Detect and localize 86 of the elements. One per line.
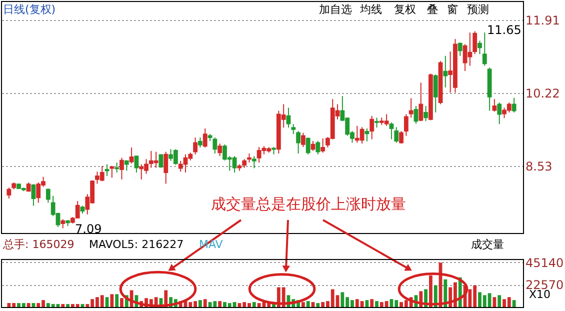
candlestick xyxy=(389,122,394,140)
candlestick xyxy=(310,140,316,152)
candlestick xyxy=(482,32,487,66)
bar xyxy=(512,300,516,307)
bar xyxy=(370,299,374,307)
candlestick xyxy=(198,137,202,148)
bar xyxy=(66,304,70,307)
candlestick xyxy=(364,128,370,142)
candlestick xyxy=(458,42,462,56)
chart-title: 日线(复权) xyxy=(3,3,56,16)
candlestick xyxy=(394,126,399,144)
candlestick xyxy=(193,137,198,155)
candlestick xyxy=(104,164,110,176)
bar xyxy=(110,294,114,307)
candlestick xyxy=(320,138,326,154)
candlestick xyxy=(399,130,404,144)
annotation: 加自选 xyxy=(319,3,352,16)
annotation: 叠 xyxy=(427,3,438,16)
y-tick-label: 8.53 xyxy=(526,160,552,174)
candlestick xyxy=(414,105,418,124)
bar xyxy=(316,303,320,307)
candlestick xyxy=(370,115,374,140)
bar xyxy=(61,304,65,307)
y-tick-label: 45140 xyxy=(526,256,564,270)
candlestick xyxy=(202,128,208,148)
annotation: 预测 xyxy=(467,3,489,16)
text: MAVOL5: 216227 xyxy=(89,238,184,251)
text: X10 xyxy=(529,288,551,301)
candlestick xyxy=(247,153,252,164)
bar xyxy=(115,294,119,307)
candlestick xyxy=(252,156,256,169)
candlestick xyxy=(114,162,120,174)
bar xyxy=(198,300,202,307)
candlestick xyxy=(316,140,320,155)
bar xyxy=(434,285,438,307)
candlestick xyxy=(478,40,482,55)
bar xyxy=(26,303,30,307)
text: 总手: 165029 xyxy=(2,238,74,251)
bar xyxy=(80,304,84,307)
bar xyxy=(492,297,496,307)
y-tick-label: 11.91 xyxy=(526,14,560,28)
annotation: 7.09 xyxy=(75,222,102,236)
bar xyxy=(498,295,502,307)
candlestick xyxy=(120,157,124,180)
bar xyxy=(444,279,448,307)
candlestick xyxy=(492,98,497,112)
candlestick xyxy=(374,117,379,128)
annotation: 成交量总是在股价上涨时放量 xyxy=(211,195,406,213)
annotation: 复权 xyxy=(394,3,416,16)
candlestick xyxy=(306,137,310,155)
candlestick xyxy=(31,184,36,206)
y-tick-label: 10.22 xyxy=(526,86,560,101)
bar xyxy=(105,297,109,307)
bar xyxy=(306,301,310,307)
candlestick xyxy=(300,132,306,148)
candlestick xyxy=(296,130,300,154)
candlestick xyxy=(497,102,502,125)
candlestick xyxy=(129,146,134,164)
candlestick xyxy=(158,154,164,168)
candlestick xyxy=(218,143,222,157)
candlestick xyxy=(291,124,296,135)
candlestick xyxy=(134,156,139,174)
candlestick xyxy=(404,114,408,136)
bar xyxy=(218,301,222,307)
text: 成交量 xyxy=(471,238,504,251)
annotation: 均线 xyxy=(359,3,382,16)
candlestick xyxy=(286,107,291,128)
candlestick xyxy=(424,105,428,122)
candlestick xyxy=(472,30,478,55)
annotation: 窗 xyxy=(447,3,458,16)
candlestick xyxy=(433,74,438,113)
candlestick xyxy=(418,82,424,122)
candlestick xyxy=(110,166,114,178)
bar xyxy=(311,302,315,307)
candlestick xyxy=(6,187,12,199)
bar xyxy=(203,299,207,307)
candlestick xyxy=(443,55,448,88)
candlestick xyxy=(512,97,516,113)
bar xyxy=(375,301,378,307)
candlestick xyxy=(60,218,66,229)
candlestick xyxy=(212,137,218,154)
candlestick xyxy=(164,151,168,184)
candlestick xyxy=(46,188,50,204)
bar xyxy=(252,302,256,307)
annotation: 11.65 xyxy=(487,23,522,37)
candlestick xyxy=(408,98,414,118)
